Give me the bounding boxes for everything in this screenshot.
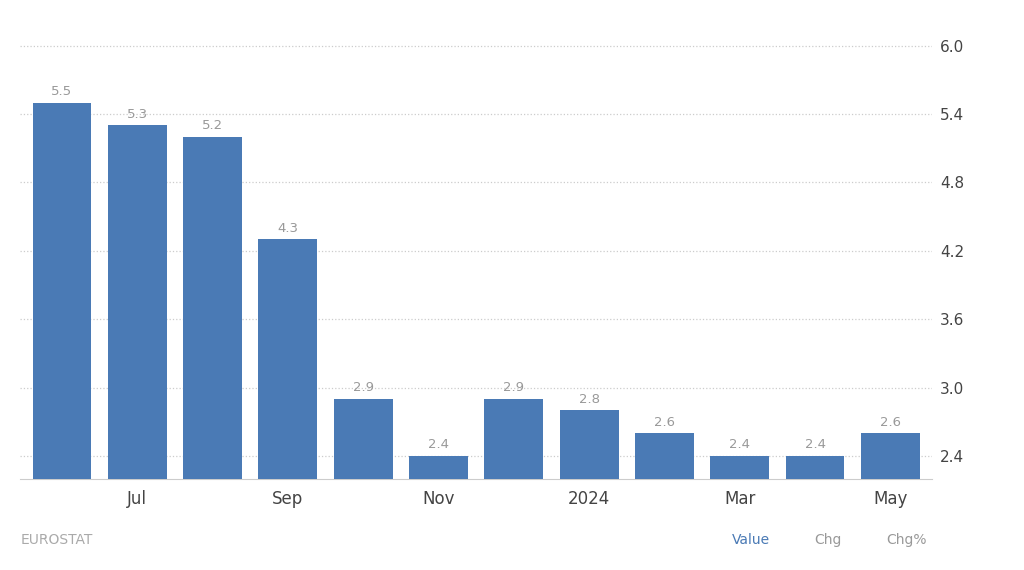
Bar xyxy=(410,456,468,570)
Bar xyxy=(560,410,618,570)
Bar xyxy=(183,137,242,570)
Text: 2.4: 2.4 xyxy=(729,438,751,451)
Text: Value: Value xyxy=(732,533,770,547)
Text: 2.9: 2.9 xyxy=(504,381,524,394)
Bar xyxy=(33,103,91,570)
Bar xyxy=(258,239,317,570)
Text: EUROSTAT: EUROSTAT xyxy=(20,533,93,547)
Text: 2.6: 2.6 xyxy=(880,416,901,429)
Text: 2.6: 2.6 xyxy=(654,416,675,429)
Bar xyxy=(108,125,167,570)
Text: 2.8: 2.8 xyxy=(579,393,600,406)
Bar xyxy=(484,399,543,570)
Text: 4.3: 4.3 xyxy=(278,222,298,235)
Bar xyxy=(711,456,769,570)
Bar xyxy=(861,433,920,570)
Text: Chg%: Chg% xyxy=(886,533,927,547)
Text: 5.5: 5.5 xyxy=(51,85,73,98)
Bar xyxy=(635,433,694,570)
Bar xyxy=(785,456,845,570)
Text: 2.4: 2.4 xyxy=(805,438,825,451)
Bar xyxy=(334,399,392,570)
Text: Chg: Chg xyxy=(814,533,842,547)
Text: 5.2: 5.2 xyxy=(202,119,223,132)
Text: 5.3: 5.3 xyxy=(127,108,147,121)
Text: 2.9: 2.9 xyxy=(352,381,374,394)
Text: 2.4: 2.4 xyxy=(428,438,449,451)
